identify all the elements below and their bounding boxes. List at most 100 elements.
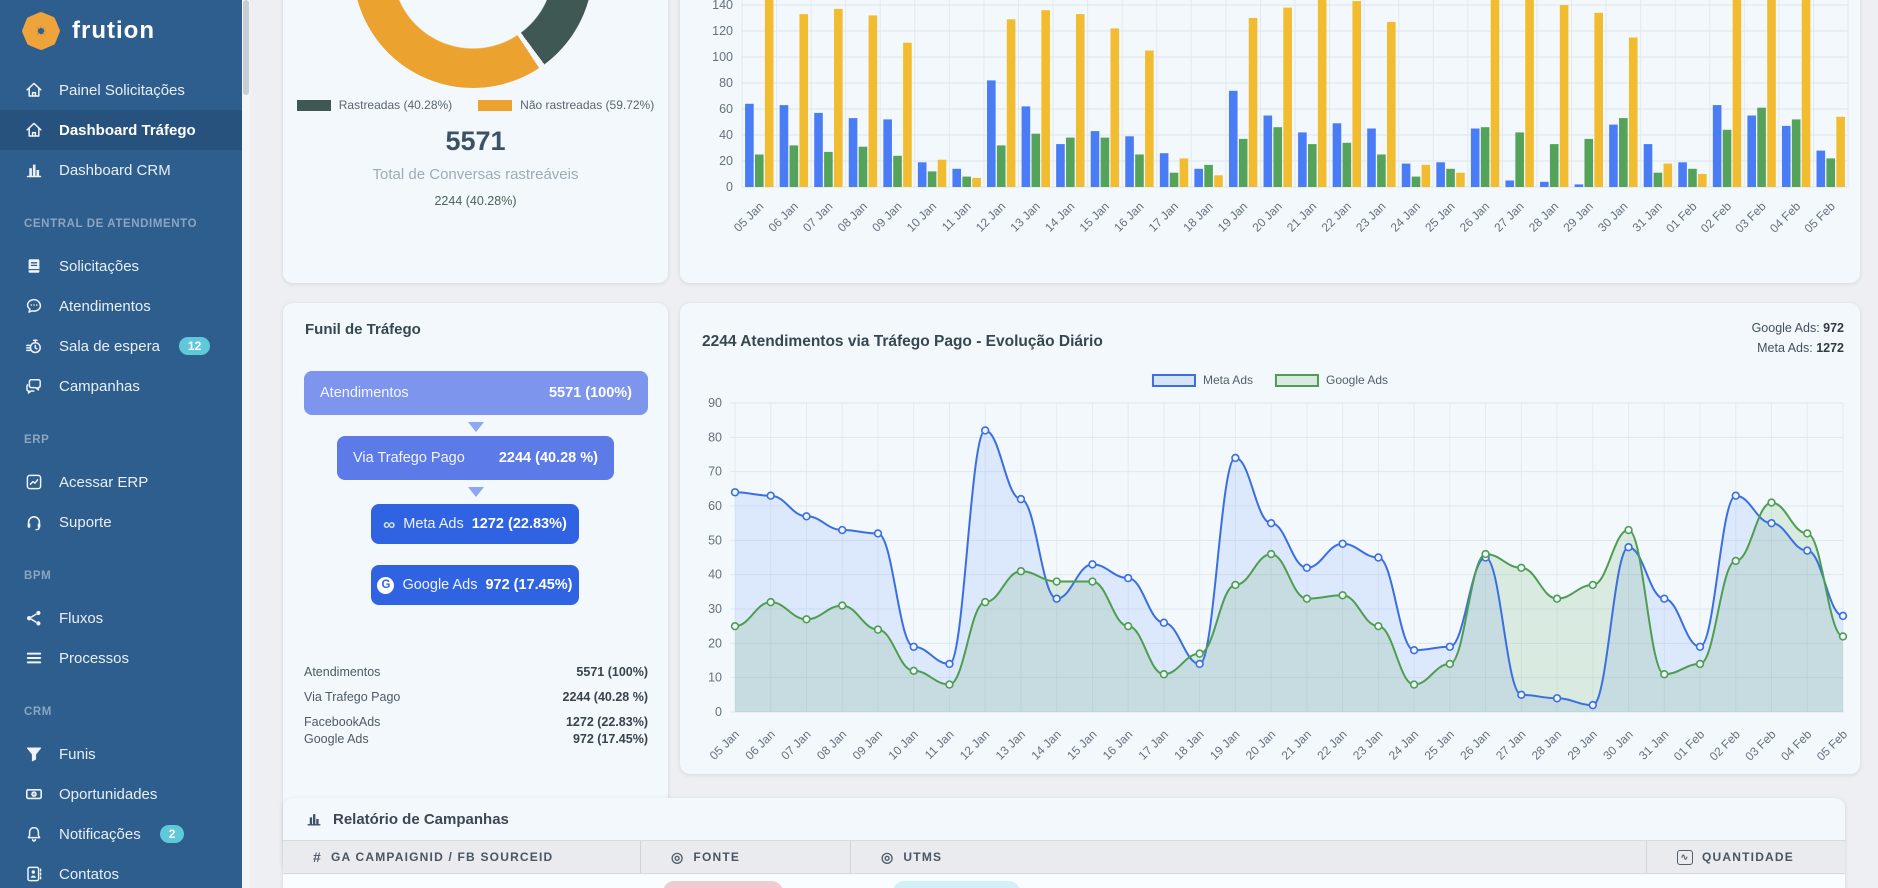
sidebar-item-label: Funis xyxy=(59,746,96,763)
summary-value: 2244 (40.28 %) xyxy=(563,690,648,704)
google-icon: G xyxy=(377,577,394,594)
book-icon xyxy=(24,256,44,276)
sidebar-item-oportunidades[interactable]: Oportunidades xyxy=(0,774,242,814)
bar-x-tick: 29 Jan xyxy=(1561,199,1596,234)
evolucao-line-card: 2244 Atendimentos via Tráfego Pago - Evo… xyxy=(680,303,1860,774)
table-title-text: Relatório de Campanhas xyxy=(333,811,509,828)
svg-text:28 Jan: 28 Jan xyxy=(1529,727,1564,762)
svg-text:16 Jan: 16 Jan xyxy=(1100,727,1135,762)
funnel-step-value: 2244 (40.28 %) xyxy=(499,450,598,466)
sidebar-item-contatos[interactable]: Contatos xyxy=(0,854,242,888)
conversas-donut-card: Rastreadas (40.28%) Não rastreadas (59.72… xyxy=(283,0,668,283)
sidebar-item-fluxos[interactable]: Fluxos xyxy=(0,598,242,638)
header-label: UTMS xyxy=(903,850,942,864)
sidebar-section-label: CENTRAL DE ATENDIMENTO xyxy=(24,218,242,234)
stopwatch-icon xyxy=(24,336,44,356)
sidebar-item-label: Processos xyxy=(59,650,129,667)
bar-x-tick: 26 Jan xyxy=(1457,199,1492,234)
utms-chip xyxy=(893,881,1020,888)
app-logo[interactable]: frution xyxy=(20,10,155,52)
sidebar-item-acessar-erp[interactable]: Acessar ERP xyxy=(0,462,242,502)
svg-text:15 Jan: 15 Jan xyxy=(1064,727,1099,762)
sidebar-item-funis[interactable]: Funis xyxy=(0,734,242,774)
traffic-funnel-card: Funil de Tráfego Atendimentos 5571 (100%… xyxy=(283,303,668,870)
svg-text:120: 120 xyxy=(712,24,733,38)
sidebar-item-label: Sala de espera xyxy=(59,338,160,355)
bar-x-tick: 30 Jan xyxy=(1595,199,1630,234)
svg-text:24 Jan: 24 Jan xyxy=(1386,727,1421,762)
svg-text:05 Feb: 05 Feb xyxy=(1814,727,1851,764)
conversas-donut-chart[interactable] xyxy=(353,0,593,88)
bar-x-tick: 24 Jan xyxy=(1388,199,1423,234)
app-logo-text: frution xyxy=(72,17,155,45)
evolucao-line-chart[interactable]: 010203040506070809005 Jan06 Jan07 Jan08 … xyxy=(680,303,1860,774)
svg-text:02 Feb: 02 Feb xyxy=(1707,727,1744,764)
sidebar-item-solicita-es[interactable]: Solicitações xyxy=(0,246,242,286)
svg-text:26 Jan: 26 Jan xyxy=(1457,727,1492,762)
bar-x-tick: 22 Jan xyxy=(1319,199,1354,234)
funnel-icon xyxy=(24,744,44,764)
summary-value: 972 (17.45%) xyxy=(573,732,648,746)
funnel-step-label: Atendimentos xyxy=(320,385,409,401)
bar-x-tick: 06 Jan xyxy=(766,199,801,234)
bar-x-tick: 10 Jan xyxy=(904,199,939,234)
bar-x-tick: 19 Jan xyxy=(1215,199,1250,234)
tracked-conversas-value: 2244 (40.28%) xyxy=(283,194,668,208)
svg-text:140: 140 xyxy=(712,0,733,12)
svg-text:100: 100 xyxy=(712,50,733,64)
sidebar-item-suporte[interactable]: Suporte xyxy=(0,502,242,542)
funnel-card-title: Funil de Tráfego xyxy=(305,321,421,338)
svg-text:0: 0 xyxy=(726,180,733,194)
bar-x-tick: 16 Jan xyxy=(1111,199,1146,234)
header-label: GA CAMPAIGNID / FB SOURCEID xyxy=(331,850,553,864)
count-badge: 12 xyxy=(179,337,210,355)
sidebar-item-dashboard-tr-fego[interactable]: Dashboard Tráfego xyxy=(0,110,242,150)
table-header-quantidade: ∿QUANTIDADE xyxy=(1647,841,1845,873)
table-title: Relatório de Campanhas xyxy=(305,810,509,828)
sidebar-scrollbar-thumb[interactable] xyxy=(243,0,249,95)
funnel-summary-row: Google Ads972 (17.45%) xyxy=(304,732,648,746)
svg-text:18 Jan: 18 Jan xyxy=(1171,727,1206,762)
sidebar-item-dashboard-crm[interactable]: Dashboard CRM xyxy=(0,150,242,190)
svg-text:20 Jan: 20 Jan xyxy=(1243,727,1278,762)
sidebar-item-label: Fluxos xyxy=(59,610,103,627)
svg-text:25 Jan: 25 Jan xyxy=(1422,727,1457,762)
sidebar-item-notifica-es[interactable]: Notificações2 xyxy=(0,814,242,854)
summary-label: FacebookAds xyxy=(304,715,380,729)
svg-text:05 Jan: 05 Jan xyxy=(707,727,742,762)
svg-text:40: 40 xyxy=(708,568,722,582)
svg-text:90: 90 xyxy=(708,396,722,410)
sidebar-item-atendimentos[interactable]: Atendimentos xyxy=(0,286,242,326)
svg-text:30: 30 xyxy=(708,602,722,616)
svg-text:09 Jan: 09 Jan xyxy=(850,727,885,762)
sidebar-item-painel-solicita-es[interactable]: Painel Solicitações xyxy=(0,70,242,110)
table-header-ga-campaignid-fb-sourceid: #GA CAMPAIGNID / FB SOURCEID xyxy=(283,841,641,873)
total-conversas-value: 5571 xyxy=(283,126,668,157)
funnel-step-value: 1272 (22.83%) xyxy=(472,516,567,532)
bar-x-tick: 01 Feb xyxy=(1663,199,1700,236)
donut-legend-item[interactable]: Não rastreadas (59.72%) xyxy=(478,98,654,112)
sidebar-item-campanhas[interactable]: Campanhas xyxy=(0,366,242,406)
sidebar-item-sala-de-espera[interactable]: Sala de espera 12 xyxy=(0,326,242,366)
bar-x-tick: 05 Feb xyxy=(1802,199,1839,236)
svg-text:29 Jan: 29 Jan xyxy=(1565,727,1600,762)
bar-x-tick: 21 Jan xyxy=(1284,199,1319,234)
sidebar-item-label: Contatos xyxy=(59,866,119,883)
bar-x-tick: 12 Jan xyxy=(973,199,1008,234)
table-row[interactable] xyxy=(283,875,1845,888)
headset-icon xyxy=(24,512,44,532)
legend-label: Não rastreadas (59.72%) xyxy=(520,98,654,112)
svg-text:40: 40 xyxy=(719,128,733,142)
donut-legend-item[interactable]: Rastreadas (40.28%) xyxy=(297,98,452,112)
svg-text:03 Feb: 03 Feb xyxy=(1742,727,1779,764)
summary-value: 5571 (100%) xyxy=(576,665,648,679)
bar-x-tick: 31 Jan xyxy=(1630,199,1665,234)
funnel-step-label: Meta Ads xyxy=(403,516,463,532)
campaign-report-card: Relatório de Campanhas #GA CAMPAIGNID / … xyxy=(283,798,1845,888)
bar-x-tick: 23 Jan xyxy=(1353,199,1388,234)
daily-bar-chart[interactable]: 02040608010012014005 Jan06 Jan07 Jan08 J… xyxy=(680,0,1860,283)
svg-text:11 Jan: 11 Jan xyxy=(922,727,957,762)
svg-text:22 Jan: 22 Jan xyxy=(1314,727,1349,762)
bar-x-tick: 17 Jan xyxy=(1146,199,1181,234)
sidebar-item-processos[interactable]: Processos xyxy=(0,638,242,678)
